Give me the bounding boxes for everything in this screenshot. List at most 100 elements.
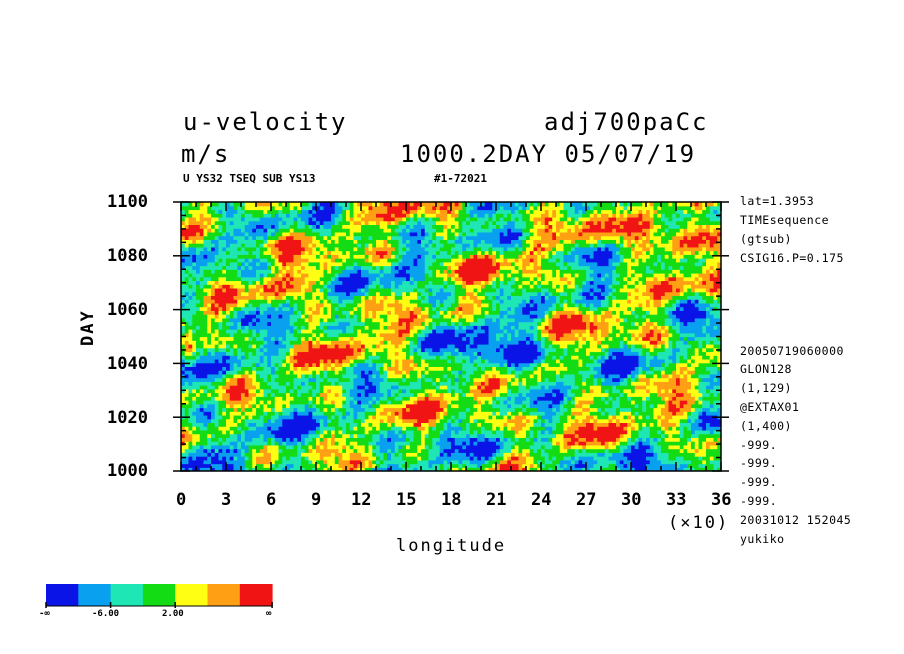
heatmap-cell [207,381,212,386]
heatmap-cell [563,403,568,409]
heatmap-cell [293,456,298,461]
heatmap-cell [657,418,662,424]
heatmap-cell [211,358,216,364]
heatmap-cell [443,396,448,401]
heatmap-cell [533,370,538,375]
heatmap-cell [571,385,576,390]
heatmap-cell [406,414,411,420]
heatmap-cell [394,411,400,416]
heatmap-cell [533,456,538,461]
heatmap-cell [619,396,625,401]
heatmap-cell [698,400,703,405]
heatmap-cell [199,448,205,453]
heatmap-cell [394,407,400,412]
heatmap-cell [458,366,463,371]
heatmap-cell [649,347,655,353]
heatmap-cell [263,444,268,450]
heatmap-cell [563,351,568,356]
heatmap-cell [556,385,561,390]
heatmap-cell [331,392,336,397]
heatmap-cell [424,366,430,371]
heatmap-cell [274,373,280,379]
heatmap-cell [424,388,430,394]
heatmap-cell [181,340,186,345]
heatmap-cell [481,340,486,345]
heatmap-cell [649,351,655,356]
heatmap-cell [518,444,523,450]
heatmap-cell [394,385,400,390]
heatmap-cell [601,403,606,409]
heatmap-cell [398,381,403,386]
heatmap-cell [297,407,302,412]
heatmap-cell [694,392,700,397]
heatmap-cell [604,414,610,420]
heatmap-cell [586,381,591,386]
heatmap-cell [222,370,227,375]
heatmap-cell [387,362,392,367]
heatmap-cell [372,441,377,446]
heatmap-cell [267,396,272,401]
heatmap-cell [222,411,227,416]
heatmap-cell [563,407,568,412]
heatmap-cell [529,463,535,468]
heatmap-cell [443,422,448,427]
heatmap-cell [679,433,685,438]
heatmap-cell [511,351,516,356]
heatmap-cell [473,459,478,465]
heatmap-cell [372,347,377,353]
heatmap-cell [511,437,516,442]
heatmap-cell [207,392,212,397]
heatmap-cell [439,456,445,461]
heatmap-cell [604,396,610,401]
heatmap-cell [289,377,295,382]
heatmap-cell [361,429,366,435]
heatmap-cell [346,456,351,461]
heatmap-cell [522,355,527,360]
heatmap-cell [488,441,493,446]
heatmap-cell [447,385,452,390]
heatmap-cell [428,407,433,412]
heatmap-cell [319,358,325,364]
heatmap-cell [383,411,388,416]
heatmap-cell [582,403,587,409]
heatmap-cell [548,400,553,405]
heatmap-cell [623,463,628,468]
heatmap-cell [589,388,595,394]
heatmap-cell [443,381,448,386]
heatmap-cell [387,400,392,405]
heatmap-cell [248,433,253,438]
heatmap-cell [533,414,538,420]
heatmap-cell [222,366,227,371]
heatmap-cell [529,433,535,438]
heatmap-cell [578,385,583,390]
heatmap-cell [616,411,621,416]
heatmap-cell [713,377,718,382]
heatmap-cell [402,355,407,360]
heatmap-cell [477,355,482,360]
heatmap-cell [657,388,662,394]
heatmap-cell [488,433,493,438]
heatmap-cell [304,418,310,424]
heatmap-cell [293,373,298,379]
heatmap-cell [244,429,250,435]
heatmap-cell [282,441,287,446]
heatmap-cell [514,429,520,435]
heatmap-cell [289,444,295,450]
heatmap-cell [623,373,628,379]
heatmap-cell [481,452,486,457]
heatmap-cell [192,422,197,427]
heatmap-cell [586,407,591,412]
heatmap-cell [653,411,658,416]
heatmap-cell [252,429,257,435]
heatmap-cell [406,437,411,442]
heatmap-cell [308,414,313,420]
heatmap-cell [604,403,610,409]
heatmap-cell [331,414,336,420]
heatmap-cell [522,358,527,364]
heatmap-cell [582,377,587,382]
heatmap-cell [649,370,655,375]
heatmap-cell [567,429,572,435]
heatmap-cell [368,459,373,465]
heatmap-cell [526,414,531,420]
heatmap-cell [544,411,550,416]
